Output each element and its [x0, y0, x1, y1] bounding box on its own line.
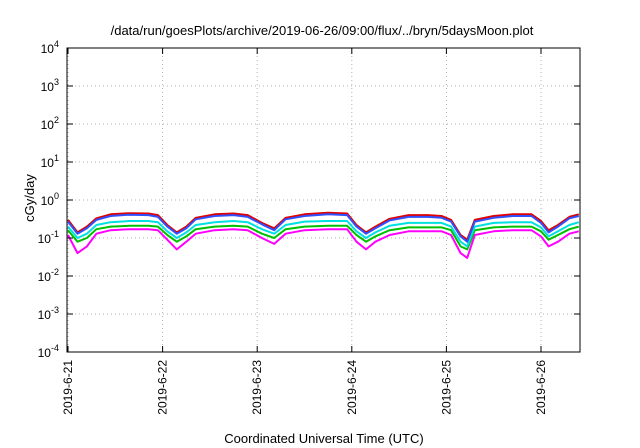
y-tick-label: 104: [41, 39, 59, 56]
series-line-3: [67, 220, 580, 248]
series-line-2: [67, 224, 580, 251]
y-tick-label: 10-1: [38, 229, 59, 246]
y-tick-label: 10-4: [38, 343, 59, 360]
y-tick-label: 101: [41, 153, 59, 170]
y-axis-label: cGy/day: [22, 174, 37, 222]
x-tick-label: 2019-6-24: [345, 360, 359, 415]
y-tick-label: 102: [41, 115, 59, 132]
grid-lines: [67, 47, 580, 353]
y-tick-label: 100: [41, 191, 59, 208]
x-tick-label: 2019-6-26: [534, 360, 548, 415]
series-line-5: [67, 213, 580, 243]
series-line-4: [67, 211, 580, 241]
x-tick-labels: 2019-6-21 2019-6-22 2019-6-23 2019-6-24 2019…: [61, 360, 548, 415]
x-tick-label: 2019-6-21: [61, 360, 75, 415]
series-group: [67, 211, 580, 259]
axes: [66, 47, 581, 353]
x-tick-label: 2019-6-23: [250, 360, 264, 415]
y-tick-labels: 10-4 10-3 10-2 10-1 100 101 102 103 104: [38, 39, 59, 360]
chart-title: /data/run/goesPlots/archive/2019-06-26/0…: [111, 23, 534, 38]
x-tick-label: 2019-6-22: [156, 360, 170, 415]
y-tick-label: 10-2: [38, 267, 59, 284]
x-axis-label: Coordinated Universal Time (UTC): [224, 431, 423, 446]
y-tick-label: 103: [41, 77, 59, 94]
x-tick-label: 2019-6-25: [439, 360, 453, 415]
y-tick-label: 10-3: [38, 305, 59, 322]
series-line-1: [67, 228, 580, 259]
